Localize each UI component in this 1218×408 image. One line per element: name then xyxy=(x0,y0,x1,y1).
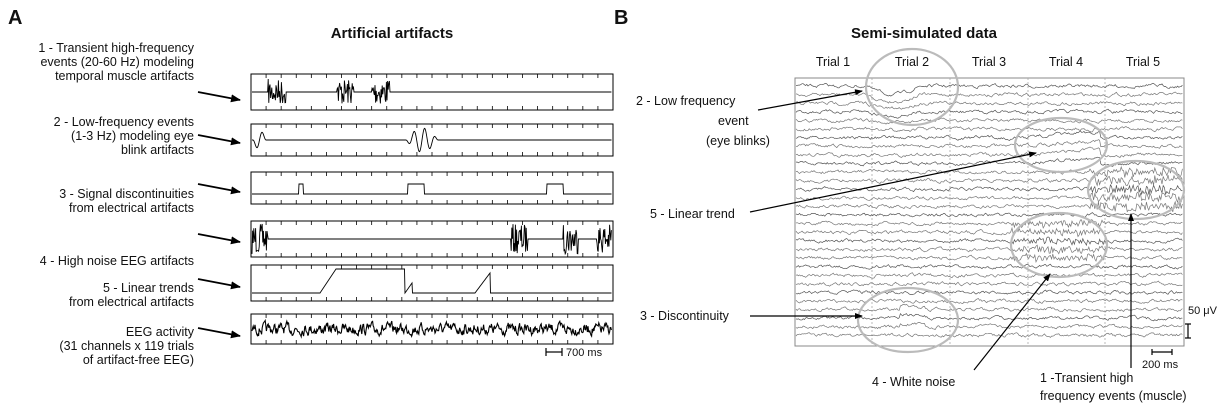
eeg-channel-trace xyxy=(795,244,1183,255)
eeg-channel-trace xyxy=(795,126,1183,133)
artifact-signal-3 xyxy=(252,183,612,195)
eeg-channel-trace xyxy=(795,130,1183,141)
artifact-label-3: 3 - Signal discontinuities from electrica… xyxy=(59,187,194,215)
trial-label-1: Trial 1 xyxy=(816,55,850,69)
ellipse-muscle xyxy=(1086,159,1186,221)
eeg-channel-trace xyxy=(795,313,1183,322)
artifact-label-5: 5 - Linear trends from electrical artifac… xyxy=(69,281,194,309)
annotation-white-noise: 4 - White noise xyxy=(872,375,955,389)
annotation-discontinuity: 3 - Discontinuity xyxy=(640,309,730,323)
artifact-row-2 xyxy=(250,123,614,157)
panel-a-labels: 1 - Transient high-frequency events (20-6… xyxy=(38,41,241,367)
eeg-channel-trace xyxy=(795,303,1183,313)
panel-b-title: Semi-simulated data xyxy=(851,25,998,42)
panel-a-title: Artificial artifacts xyxy=(331,25,454,42)
artifact-arrow-3 xyxy=(197,183,241,195)
artifact-label-1: 1 - Transient high-frequency events (20-6… xyxy=(38,41,194,83)
trial-label-4: Trial 4 xyxy=(1049,55,1083,69)
annotation-muscle: 1 -Transient high frequency events (musc… xyxy=(1040,371,1187,403)
trial-label-5: Trial 5 xyxy=(1126,55,1160,69)
ellipse-linear-trend xyxy=(1013,116,1109,174)
artifact-row-5 xyxy=(250,264,614,302)
artifact-signal-6 xyxy=(251,318,612,339)
eeg-channel-trace xyxy=(795,226,1183,238)
eeg-channel-trace xyxy=(795,252,1183,264)
eeg-channel-trace xyxy=(795,100,1183,110)
eeg-channel-trace xyxy=(795,190,1183,204)
ellipse-discontinuity xyxy=(856,286,960,354)
artifact-signal-4 xyxy=(251,223,612,256)
time-scale-bar-a: 700 ms xyxy=(545,347,603,359)
artifact-row-3 xyxy=(250,171,614,205)
eeg-channel-trace xyxy=(795,139,1183,149)
panel-b-annotations: 2 - Low frequency event (eye blinks) 5 -… xyxy=(636,89,1187,403)
panel-a-rows xyxy=(250,73,614,345)
eeg-channel-trace xyxy=(795,272,1183,279)
artifact-row-6 xyxy=(250,313,614,345)
time-scale-label-a: 700 ms xyxy=(566,347,603,359)
eeg-channel-trace xyxy=(796,83,1183,97)
eeg-channel-trace xyxy=(795,117,1183,125)
amplitude-scale-label: 50 μV xyxy=(1188,305,1218,317)
eeg-channel-trace xyxy=(795,212,1183,218)
eeg-channel-trace xyxy=(795,108,1183,119)
eeg-traces xyxy=(795,83,1183,338)
artifact-label-4: 4 - High noise EEG artifacts xyxy=(40,254,194,268)
artifact-arrow-1 xyxy=(197,91,241,103)
eeg-channel-trace xyxy=(795,289,1183,295)
eeg-channel-trace xyxy=(795,332,1183,338)
ellipse-white-noise xyxy=(1009,211,1109,279)
panel-a-letter: A xyxy=(8,7,22,29)
artifact-row-1 xyxy=(250,73,614,111)
eeg-channel-trace xyxy=(795,183,1183,196)
trial-labels: Trial 1 Trial 2 Trial 3 Trial 4 Trial 5 xyxy=(816,55,1160,69)
eeg-channel-trace xyxy=(795,322,1183,330)
eeg-channel-trace xyxy=(795,174,1183,187)
trial-label-2: Trial 2 xyxy=(895,55,929,69)
artifact-label-2: 2 - Low-frequency events (1-3 Hz) modelin… xyxy=(54,115,194,157)
artifact-signal-2 xyxy=(252,127,612,153)
artifact-arrow-2 xyxy=(197,134,241,146)
artifact-arrow-5 xyxy=(197,278,241,290)
eeg-channel-trace xyxy=(795,200,1183,213)
eeg-panel-frame xyxy=(794,77,1185,347)
eeg-channel-trace xyxy=(795,280,1183,287)
artifact-arrow-4 xyxy=(197,233,241,245)
artifact-signal-1 xyxy=(252,78,612,104)
artifact-label-6: EEG activity (31 channels x 119 trials of … xyxy=(59,325,194,367)
panel-b-letter: B xyxy=(614,7,628,29)
artifact-row-4 xyxy=(250,220,614,258)
time-scale-bar-b: 200 ms xyxy=(1142,349,1179,371)
eeg-channel-trace xyxy=(795,236,1183,247)
annotation-low-frequency: 2 - Low frequency event (eye blinks) xyxy=(636,94,770,148)
time-scale-label-b: 200 ms xyxy=(1142,359,1179,371)
trial-label-3: Trial 3 xyxy=(972,55,1006,69)
eeg-channel-trace xyxy=(795,146,1183,158)
annotation-linear-trend: 5 - Linear trend xyxy=(650,207,735,221)
amplitude-scale-bar: 50 μV xyxy=(1185,305,1218,339)
eeg-channel-trace xyxy=(795,219,1183,229)
artifact-signal-5 xyxy=(252,268,612,295)
eeg-channel-trace xyxy=(795,165,1183,179)
eeg-channel-trace xyxy=(795,263,1183,270)
eeg-channel-trace xyxy=(795,298,1183,304)
artifact-arrow-6 xyxy=(197,327,241,339)
eeg-channel-trace xyxy=(795,91,1183,104)
ellipse-eye-blink xyxy=(864,47,960,127)
